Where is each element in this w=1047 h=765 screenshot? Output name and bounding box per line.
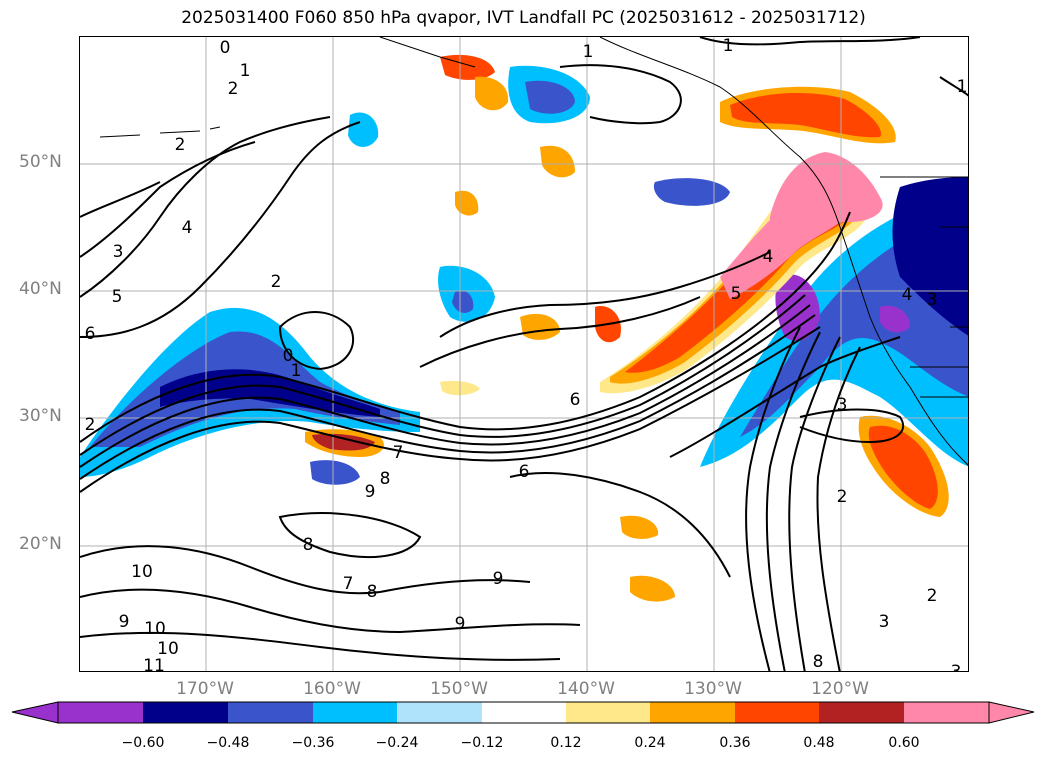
contour-label: 1 bbox=[723, 37, 734, 56]
contour-label: 8 bbox=[380, 469, 391, 489]
contour-label: 1 bbox=[291, 361, 302, 381]
colorbar-high-extend bbox=[988, 701, 1035, 724]
contour-label: 3 bbox=[879, 612, 890, 632]
colorbar-swatch bbox=[819, 702, 904, 723]
colorbar-tick: −0.48 bbox=[206, 735, 250, 751]
contour-label: 9 bbox=[493, 569, 504, 589]
contour-label: 0 bbox=[220, 38, 231, 58]
map-panel: 0 1 2 2 3 4 5 6 2 0 1 2 6 7 8 9 6 8 7 8 … bbox=[79, 36, 969, 672]
graticule bbox=[80, 37, 968, 671]
ivt-contours bbox=[80, 37, 968, 671]
contour-label: 3 bbox=[113, 242, 124, 262]
colorbar-swatch bbox=[397, 702, 482, 723]
contour-labels: 0 1 2 2 3 4 5 6 2 0 1 2 6 7 8 9 6 8 7 8 … bbox=[85, 37, 968, 672]
lon-label-120w: 120°W bbox=[811, 679, 869, 699]
contour-label: 4 bbox=[763, 247, 774, 267]
contour-label: 2 bbox=[271, 272, 282, 292]
contour-label: 6 bbox=[519, 462, 530, 482]
lon-label-170w: 170°W bbox=[176, 679, 234, 699]
shading-layer bbox=[80, 54, 968, 602]
contour-label: 4 bbox=[902, 285, 913, 305]
contour-label: 10 bbox=[144, 619, 166, 639]
map-svg: 0 1 2 2 3 4 5 6 2 0 1 2 6 7 8 9 6 8 7 8 … bbox=[80, 37, 968, 672]
colorbar-tick: 0.12 bbox=[550, 735, 582, 751]
contour-label: 5 bbox=[112, 287, 123, 307]
contour-label: 0 bbox=[283, 346, 294, 366]
coastlines bbox=[99, 37, 968, 466]
contour-label: 3 bbox=[951, 662, 962, 672]
contour-label: 1 bbox=[240, 61, 251, 81]
contour-label: 2 bbox=[228, 79, 239, 99]
colorbar-swatch bbox=[904, 702, 989, 723]
colorbar bbox=[11, 701, 1035, 724]
contour-label: 2 bbox=[837, 487, 848, 507]
contour-label: 7 bbox=[343, 574, 354, 594]
contour-label: 1 bbox=[957, 77, 968, 97]
colorbar-tick: 0.24 bbox=[634, 735, 666, 751]
lon-label-160w: 160°W bbox=[303, 679, 361, 699]
colorbar-swatch bbox=[735, 702, 819, 723]
contour-label: 9 bbox=[119, 612, 130, 632]
contour-label: 3 bbox=[837, 395, 848, 415]
contour-label: 10 bbox=[157, 639, 179, 659]
colorbar-tick: 0.36 bbox=[719, 735, 751, 751]
chart-title: 2025031400 F060 850 hPa qvapor, IVT Land… bbox=[181, 8, 866, 28]
colorbar-tick: −0.12 bbox=[460, 735, 504, 751]
contour-label: 9 bbox=[455, 614, 466, 634]
contour-label: 5 bbox=[731, 284, 742, 304]
lat-label-20n: 20°N bbox=[19, 534, 62, 554]
colorbar-tick: −0.24 bbox=[375, 735, 419, 751]
contour-label: 4 bbox=[182, 218, 193, 238]
colorbar-swatch bbox=[650, 702, 735, 723]
contour-label: 10 bbox=[131, 562, 153, 582]
colorbar-swatch bbox=[566, 702, 650, 723]
contour-label: 9 bbox=[365, 482, 376, 502]
colorbar-tick: 0.60 bbox=[888, 735, 920, 751]
contour-label: 3 bbox=[927, 290, 938, 310]
colorbar-swatch bbox=[482, 702, 566, 723]
contour-label: 7 bbox=[393, 443, 404, 463]
colorbar-tick: −0.60 bbox=[121, 735, 165, 751]
lon-label-130w: 130°W bbox=[684, 679, 742, 699]
colorbar-tick: 0.48 bbox=[803, 735, 835, 751]
lon-label-140w: 140°W bbox=[557, 679, 615, 699]
colorbar-swatch bbox=[313, 702, 397, 723]
contour-label: 8 bbox=[303, 535, 314, 555]
contour-label: 2 bbox=[927, 586, 938, 606]
lon-label-150w: 150°W bbox=[430, 679, 488, 699]
colorbar-low-extend bbox=[11, 701, 59, 724]
contour-label: 1 bbox=[583, 42, 594, 62]
colorbar-swatch bbox=[58, 702, 143, 723]
contour-label: 6 bbox=[85, 324, 96, 344]
lat-label-40n: 40°N bbox=[19, 279, 62, 299]
lat-label-30n: 30°N bbox=[19, 406, 62, 426]
contour-label: 2 bbox=[85, 415, 96, 435]
colorbar-tick: −0.36 bbox=[291, 735, 335, 751]
contour-label: 6 bbox=[570, 390, 581, 410]
contour-label: 8 bbox=[367, 582, 378, 602]
contour-label: 8 bbox=[813, 652, 824, 672]
colorbar-swatch bbox=[143, 702, 228, 723]
contour-label: 11 bbox=[143, 656, 165, 672]
contour-label: 2 bbox=[175, 135, 186, 155]
colorbar-swatch bbox=[228, 702, 313, 723]
lat-label-50n: 50°N bbox=[19, 152, 62, 172]
